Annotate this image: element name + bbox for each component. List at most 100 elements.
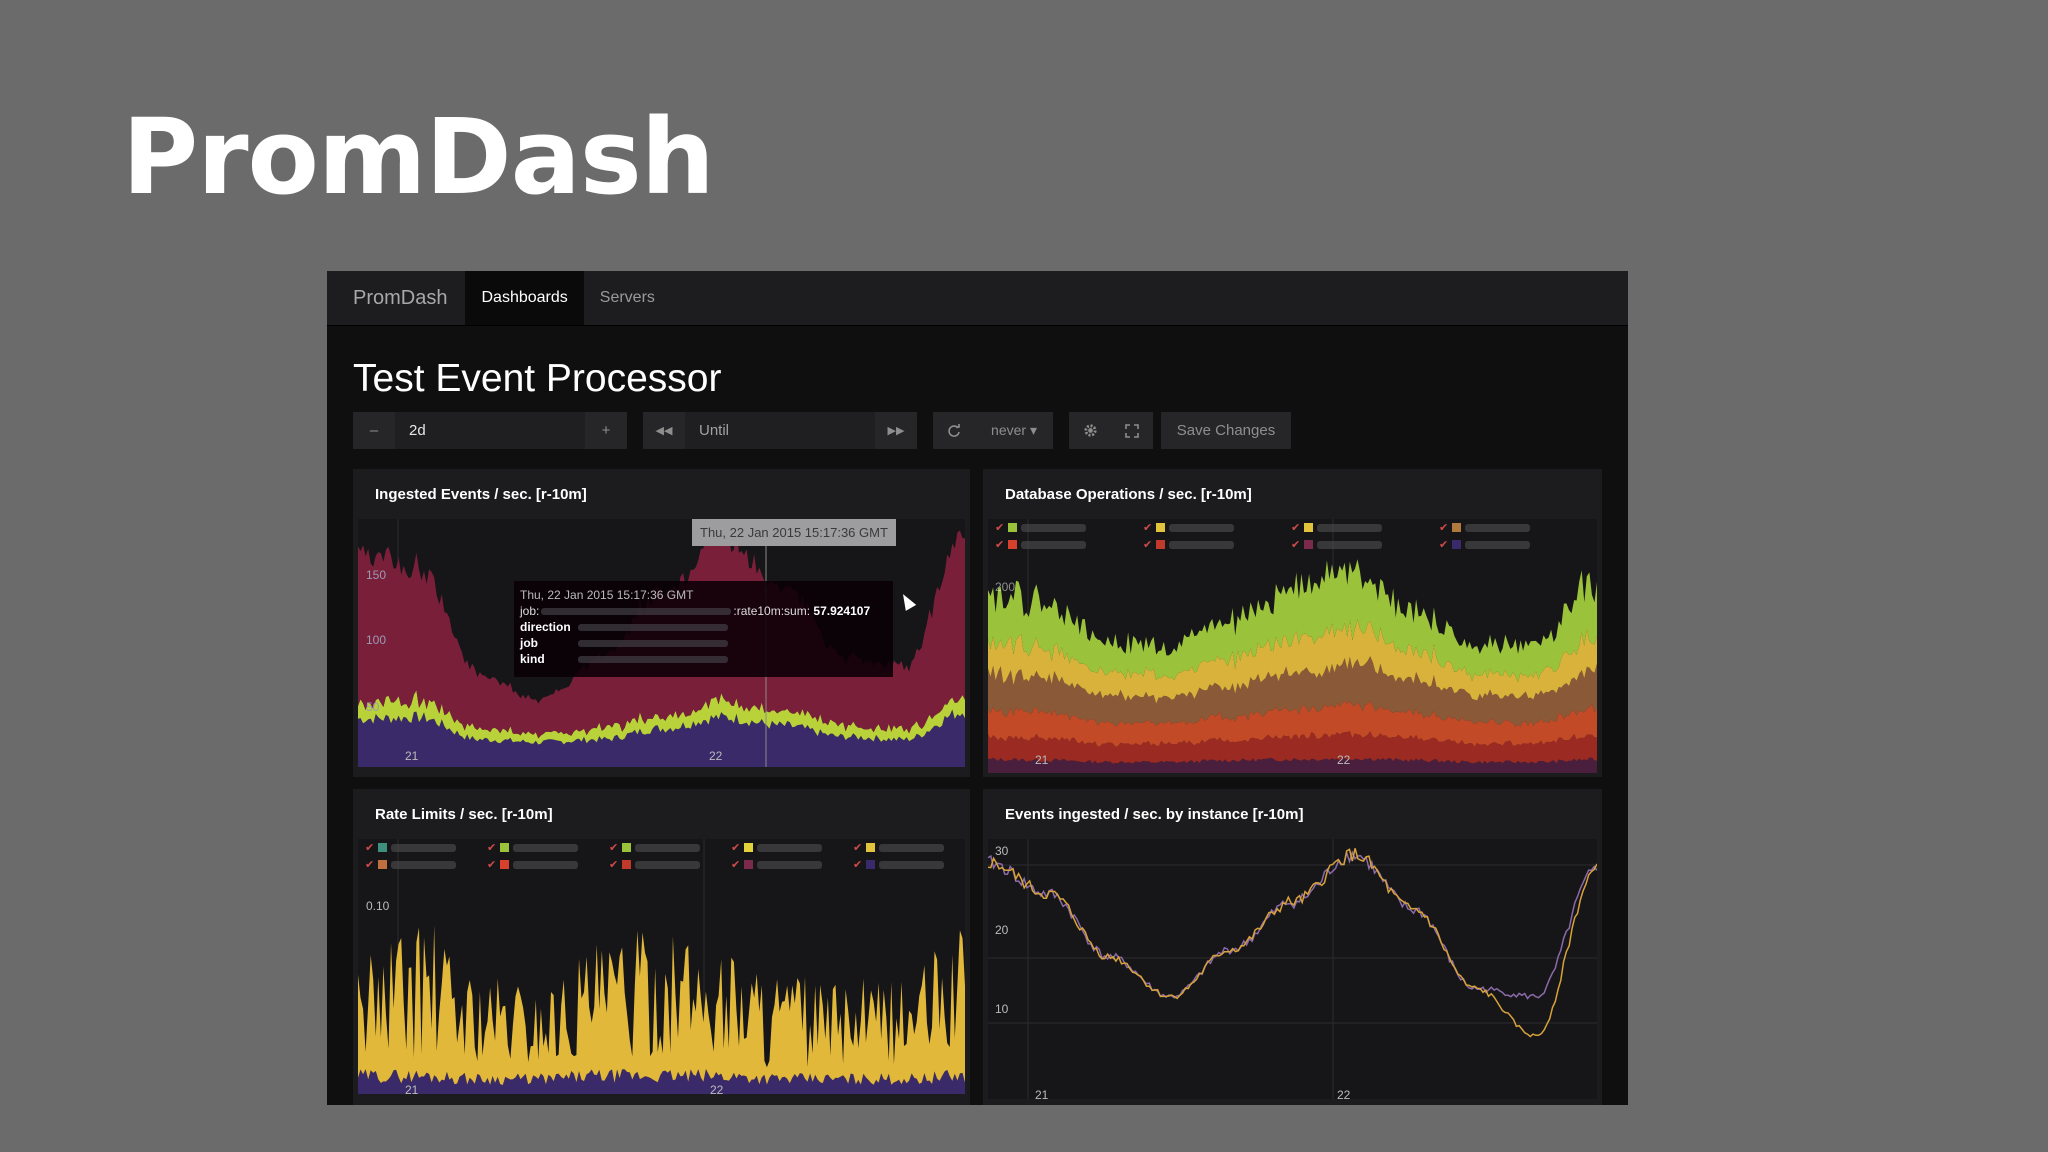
series-area — [358, 690, 965, 745]
legend-item[interactable]: ✔ — [995, 521, 1133, 534]
x-tick-label: 22 — [710, 1083, 724, 1097]
range-input[interactable] — [395, 412, 585, 449]
check-icon: ✔ — [487, 842, 497, 854]
legend-item[interactable]: ✔ — [853, 858, 965, 871]
legend-swatch — [1452, 523, 1462, 532]
legend-item[interactable]: ✔ — [609, 841, 721, 854]
legend-item[interactable]: ✔ — [609, 858, 721, 871]
series-line — [988, 849, 1597, 1000]
check-icon: ✔ — [1439, 522, 1449, 534]
expand-icon — [1125, 423, 1139, 438]
panel-title: Ingested Events / sec. [r-10m] — [375, 486, 587, 503]
series-area — [988, 700, 1597, 747]
series-area — [988, 656, 1597, 727]
series-area — [988, 619, 1597, 704]
legend-item[interactable]: ✔ — [365, 841, 477, 854]
legend-swatch — [744, 843, 754, 852]
legend-label — [1169, 540, 1235, 549]
legend-swatch — [622, 843, 632, 852]
series-area — [988, 731, 1597, 764]
until-input[interactable] — [685, 412, 875, 449]
legend-swatch — [1156, 523, 1166, 532]
refresh-button[interactable] — [933, 412, 975, 449]
forward-button[interactable]: ▶▶ — [875, 412, 917, 449]
legend-swatch — [866, 860, 876, 869]
fullscreen-button[interactable] — [1111, 412, 1153, 449]
series-area — [988, 559, 1597, 683]
legend-swatch — [500, 860, 510, 869]
save-changes-button[interactable]: Save Changes — [1161, 412, 1291, 449]
legend-label — [1465, 523, 1531, 532]
chart-database-operations[interactable] — [988, 519, 1597, 773]
legend-item[interactable]: ✔ — [1439, 521, 1577, 534]
tab-servers[interactable]: Servers — [599, 289, 655, 306]
plot-background — [988, 839, 1597, 1099]
series-area — [988, 757, 1597, 773]
legend-item[interactable]: ✔ — [1143, 538, 1281, 551]
legend-label — [1021, 540, 1087, 549]
legend-label — [1169, 523, 1235, 532]
x-tick-label: 22 — [1337, 753, 1351, 767]
settings-button[interactable] — [1069, 412, 1111, 449]
check-icon: ✔ — [487, 859, 497, 871]
legend-label — [513, 860, 579, 869]
toolbar: – + ◀◀ ▶▶ never ▾ Save Changes — [353, 412, 1291, 449]
legend-item[interactable]: ✔ — [487, 858, 599, 871]
check-icon: ✔ — [1143, 539, 1153, 551]
legend-swatch — [1008, 540, 1018, 549]
legend-swatch — [1008, 523, 1018, 532]
y-tick-label: 0.10 — [366, 899, 390, 913]
tooltip-value: 57.924107 — [813, 604, 871, 618]
y-tick-label: 10 — [995, 1002, 1009, 1016]
x-tick-label: 22 — [709, 749, 723, 763]
promdash-window: PromDash Dashboards Servers Test Event P… — [327, 271, 1628, 1105]
check-icon: ✔ — [365, 859, 375, 871]
chart-events-by-instance[interactable] — [988, 839, 1597, 1099]
tooltip-time: Thu, 22 Jan 2015 15:17:36 GMT — [520, 588, 694, 602]
legend-label — [513, 843, 579, 852]
legend-label — [757, 860, 823, 869]
series-line — [988, 848, 1597, 1038]
brand-link[interactable]: PromDash — [353, 286, 448, 309]
tooltip-label-row: kind — [520, 651, 887, 667]
tooltip-metric: job: :rate10m:sum: 57.924107 — [520, 603, 887, 619]
legend-swatch — [1452, 540, 1462, 549]
legend-item[interactable]: ✔ — [1291, 538, 1429, 551]
tooltip-label: kind — [520, 652, 545, 666]
back-button[interactable]: ◀◀ — [643, 412, 685, 449]
legend-label — [1021, 523, 1087, 532]
range-increase-button[interactable]: + — [585, 412, 627, 449]
legend-item[interactable]: ✔ — [1439, 538, 1577, 551]
legend-item[interactable]: ✔ — [487, 841, 599, 854]
series-area — [358, 925, 965, 1085]
legend-swatch — [866, 843, 876, 852]
tab-dashboards[interactable]: Dashboards — [465, 271, 584, 325]
chart-legend: ✔ ✔ ✔ ✔ ✔ ✔ ✔ ✔ ✔ ✔ — [365, 841, 965, 871]
legend-item[interactable]: ✔ — [731, 841, 843, 854]
legend-swatch — [1304, 540, 1314, 549]
legend-item[interactable]: ✔ — [731, 858, 843, 871]
series-area — [358, 709, 965, 767]
hover-tooltip: Thu, 22 Jan 2015 15:17:36 GMT job: :rate… — [514, 581, 893, 677]
legend-label — [1317, 523, 1383, 532]
check-icon: ✔ — [609, 842, 619, 854]
panel-title: Rate Limits / sec. [r-10m] — [375, 806, 553, 823]
legend-label — [1317, 540, 1383, 549]
y-tick-label: 20 — [995, 923, 1009, 937]
page-title: Test Event Processor — [353, 357, 722, 400]
refresh-interval-dropdown[interactable]: never ▾ — [975, 412, 1053, 449]
y-tick-label: 200 — [995, 580, 1016, 594]
legend-item[interactable]: ✔ — [1143, 521, 1281, 534]
legend-item[interactable]: ✔ — [365, 858, 477, 871]
check-icon: ✔ — [1291, 522, 1301, 534]
legend-swatch — [378, 843, 388, 852]
range-decrease-button[interactable]: – — [353, 412, 395, 449]
legend-item[interactable]: ✔ — [995, 538, 1133, 551]
tooltip-label: direction — [520, 620, 571, 634]
chart-rate-limits[interactable] — [358, 839, 965, 1094]
legend-item[interactable]: ✔ — [853, 841, 965, 854]
navbar: PromDash Dashboards Servers — [327, 271, 1628, 326]
y-tick-label: 150 — [366, 568, 387, 582]
legend-item[interactable]: ✔ — [1291, 521, 1429, 534]
legend-label — [391, 843, 457, 852]
